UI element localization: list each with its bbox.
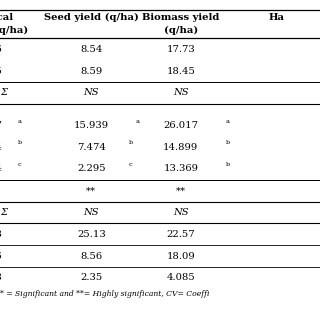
Text: 26.017: 26.017 bbox=[163, 121, 198, 130]
Text: **: ** bbox=[176, 186, 186, 195]
Text: Ha: Ha bbox=[269, 13, 285, 22]
Text: Σ: Σ bbox=[0, 88, 7, 97]
Text: 2.35: 2.35 bbox=[80, 273, 102, 282]
Text: c: c bbox=[129, 162, 133, 167]
Text: 7.474: 7.474 bbox=[77, 143, 106, 152]
Text: NS: NS bbox=[84, 88, 99, 97]
Text: 8.54: 8.54 bbox=[80, 45, 102, 54]
Text: Seed yield (q/ha): Seed yield (q/ha) bbox=[44, 13, 139, 22]
Text: b: b bbox=[226, 140, 229, 145]
Text: Σ: Σ bbox=[0, 208, 7, 217]
Text: c: c bbox=[18, 162, 21, 167]
Text: .76: .76 bbox=[0, 45, 2, 54]
Text: * = Significant and **= Highly significant, CV= Coeffi: * = Significant and **= Highly significa… bbox=[0, 290, 210, 298]
Text: NS: NS bbox=[84, 208, 99, 217]
Text: 4.085: 4.085 bbox=[166, 273, 195, 282]
Text: 8.59: 8.59 bbox=[80, 67, 102, 76]
Text: 8.56: 8.56 bbox=[80, 252, 102, 260]
Text: .74: .74 bbox=[0, 143, 2, 152]
Text: 13.369: 13.369 bbox=[163, 164, 198, 173]
Text: 2.295: 2.295 bbox=[77, 164, 106, 173]
Text: NS: NS bbox=[173, 88, 188, 97]
Text: **: ** bbox=[86, 186, 96, 195]
Text: .78: .78 bbox=[0, 230, 2, 239]
Text: b: b bbox=[226, 162, 229, 167]
Text: a: a bbox=[226, 119, 229, 124]
Text: 22.57: 22.57 bbox=[166, 230, 195, 239]
Text: 18.45: 18.45 bbox=[166, 67, 195, 76]
Text: .66: .66 bbox=[0, 252, 1, 260]
Text: 15.939: 15.939 bbox=[74, 121, 109, 130]
Text: (q/ha): (q/ha) bbox=[164, 26, 198, 35]
Text: 25.13: 25.13 bbox=[77, 230, 106, 239]
Text: (q/ha): (q/ha) bbox=[0, 26, 28, 35]
Text: .54: .54 bbox=[0, 164, 2, 173]
Text: 18.09: 18.09 bbox=[166, 252, 195, 260]
Text: NS: NS bbox=[173, 208, 188, 217]
Text: 14.899: 14.899 bbox=[163, 143, 198, 152]
Text: .05: .05 bbox=[0, 67, 2, 76]
Text: ical: ical bbox=[0, 13, 14, 22]
Text: Biomass yield: Biomass yield bbox=[142, 13, 220, 22]
Text: b: b bbox=[129, 140, 133, 145]
Text: 17.73: 17.73 bbox=[166, 45, 195, 54]
Text: a: a bbox=[136, 119, 140, 124]
Text: .57: .57 bbox=[0, 121, 2, 130]
Text: b: b bbox=[18, 140, 22, 145]
Text: a: a bbox=[18, 119, 21, 124]
Text: .03: .03 bbox=[0, 273, 2, 282]
